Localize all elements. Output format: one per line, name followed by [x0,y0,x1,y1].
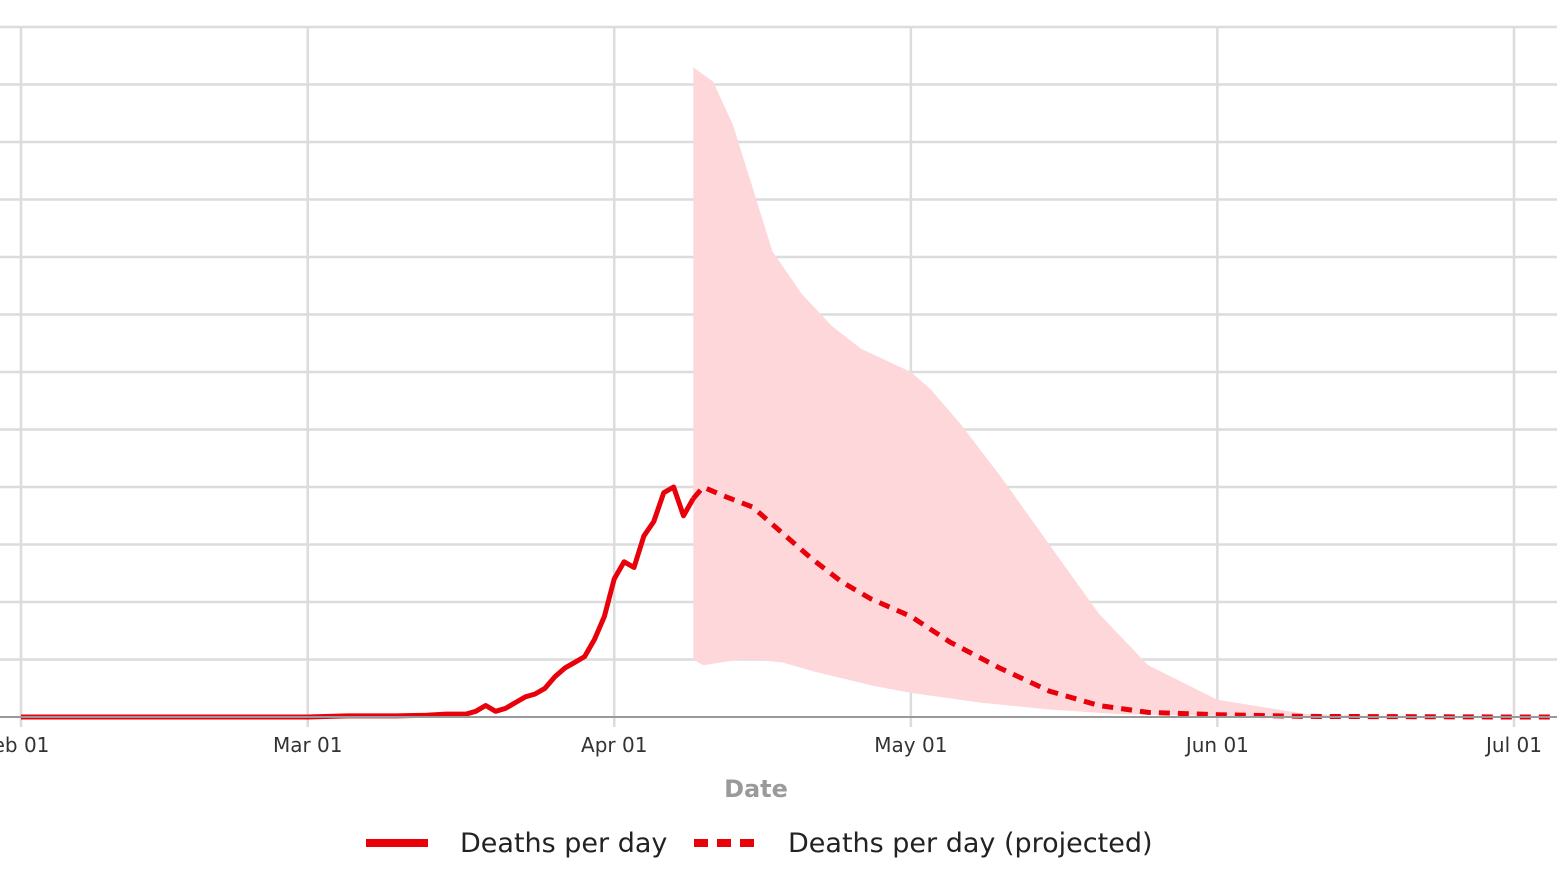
legend-swatch-dashed [694,839,756,847]
x-tick-label-3: May 01 [874,733,947,757]
projection-uncertainty-band [693,67,1406,717]
legend-label-actual: Deaths per day [460,827,668,859]
x-tick-label-5: Jul 01 [1484,733,1542,757]
uncertainty-band-area [693,67,1406,717]
legend: Deaths per day Deaths per day (projected… [0,818,1557,868]
x-tick-labels: eb 01 Mar 01 Apr 01 May 01 Jun 01 Jul 01 [0,733,1542,757]
x-tick-label-4: Jun 01 [1184,733,1249,757]
legend-swatch-solid [366,839,428,847]
x-tick-label-2: Apr 01 [581,733,647,757]
x-tick-label-0: eb 01 [0,733,49,757]
actual-deaths-line [21,484,696,720]
legend-label-projected: Deaths per day (projected) [788,827,1153,859]
vertical-gridlines [19,27,1516,727]
legend-item-actual[interactable]: Deaths per day [366,818,667,868]
x-axis-title: Date [724,775,788,803]
projected-deaths-line [691,484,1554,720]
legend-item-projected[interactable]: Deaths per day (projected) [694,818,1153,868]
x-tick-label-1: Mar 01 [273,733,343,757]
series-lines [21,484,1554,720]
